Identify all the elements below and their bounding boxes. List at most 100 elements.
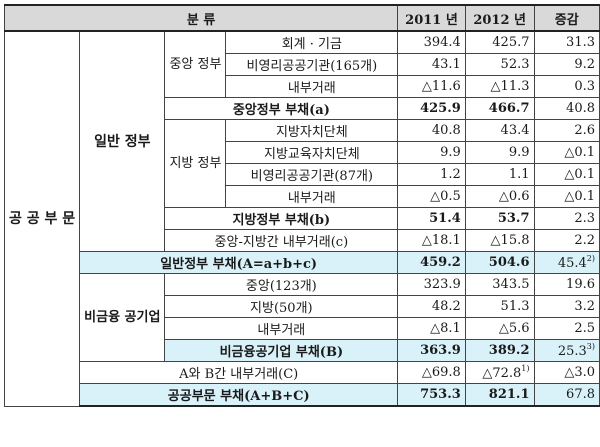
table-row: A와 B간 내부거래(C) △69.8 △72.81) △3.0 <box>5 361 600 384</box>
value-change: 45.4 <box>557 256 587 271</box>
row-label: 비금융공기업 부채(B) <box>164 339 399 362</box>
value-2011: 753.3 <box>397 383 466 407</box>
value-change: 2.6 <box>533 119 600 142</box>
value-2012: 52.3 <box>464 53 535 76</box>
row-label: 비영리공공기관(165개) <box>225 53 399 76</box>
table-row: 지방교육자치단체 9.9 9.9 △0.1 <box>5 141 600 164</box>
table-row: 지방(50개) 48.2 51.3 3.2 <box>5 295 600 318</box>
value-2011: 363.9 <box>397 339 466 362</box>
value-2012: 51.3 <box>464 295 535 318</box>
table-row: 중앙-지방간 내부거래(c) △18.1 △15.8 2.2 <box>5 229 600 252</box>
total-row-non-financial: 비금융공기업 부채(B) 363.9 389.2 25.33) <box>5 339 600 362</box>
value-change-cell: 25.33) <box>533 339 600 362</box>
row-label: 지방자치단체 <box>225 119 399 142</box>
table-row: 비금융 공기업 중앙(123개) 323.9 343.5 19.6 <box>5 273 600 362</box>
group-non-financial-corporations: 비금융 공기업 <box>79 273 166 362</box>
public-sector-debt-table: 분 류 2011 년 2012 년 증감 공 공 부 문 일반 정부 중앙 정부… <box>3 4 600 407</box>
value-2012: △72.8 <box>482 366 522 381</box>
debt-table-container: 분 류 2011 년 2012 년 증감 공 공 부 문 일반 정부 중앙 정부… <box>3 4 600 407</box>
value-2011: 459.2 <box>397 251 466 274</box>
value-2012-cell: △72.81) <box>464 361 535 384</box>
value-2011: 51.4 <box>397 207 466 230</box>
value-2012: 343.5 <box>464 273 535 296</box>
table-row: 내부거래 △8.1 △5.6 2.5 <box>5 317 600 340</box>
value-2012: △5.6 <box>464 317 535 340</box>
value-2011: △11.6 <box>397 75 466 98</box>
value-change: 67.8 <box>533 383 600 407</box>
row-label: 지방(50개) <box>164 295 399 318</box>
value-2012: 466.7 <box>464 97 535 120</box>
value-change: 2.2 <box>533 229 600 252</box>
row-label: 중앙(123개) <box>164 273 399 296</box>
row-label: 지방교육자치단체 <box>225 141 399 164</box>
value-change: 9.2 <box>533 53 600 76</box>
group-general-government: 일반 정부 <box>79 30 166 252</box>
value-2012: △15.8 <box>464 229 535 252</box>
value-2011: 40.8 <box>397 119 466 142</box>
subtotal-row: 중앙정부 부채(a) 425.9 466.7 40.8 <box>5 97 600 120</box>
value-change: 2.3 <box>533 207 600 230</box>
value-change: △3.0 <box>533 361 600 384</box>
value-2012: 53.7 <box>464 207 535 230</box>
table-row: 공 공 부 문 일반 정부 중앙 정부 회계 · 기금 394.4 425.7 … <box>3 30 600 407</box>
footnote-marker: 2) <box>586 254 595 263</box>
value-change: △0.1 <box>533 141 600 164</box>
footnote-marker: 1) <box>521 364 530 373</box>
row-label: A와 B간 내부거래(C) <box>79 361 399 384</box>
value-change: 0.3 <box>533 75 600 98</box>
value-change: △0.1 <box>533 185 600 208</box>
group-central-government: 중앙 정부 <box>164 30 227 98</box>
header-2011: 2011 년 <box>397 4 466 32</box>
value-2011: 9.9 <box>397 141 466 164</box>
header-category: 분 류 <box>3 4 399 32</box>
value-2011: △69.8 <box>397 361 466 384</box>
value-change-cell: 45.42) <box>533 251 600 274</box>
table-row: 비영리공공기관(87개) 1.2 1.1 △0.1 <box>5 163 600 186</box>
value-change: 2.5 <box>533 317 600 340</box>
value-change: 31.3 <box>533 30 600 54</box>
row-label: 일반정부 부채(A=a+b+c) <box>79 251 399 274</box>
value-2012: 43.4 <box>464 119 535 142</box>
row-label: 중앙정부 부채(a) <box>164 97 399 120</box>
table-row: 지방 정부 지방자치단체 40.8 43.4 2.6 <box>5 119 600 208</box>
grand-total-row: 공공부문 부채(A+B+C) 753.3 821.1 67.8 <box>5 383 600 407</box>
value-2012: 9.9 <box>464 141 535 164</box>
value-change: △0.1 <box>533 163 600 186</box>
value-2012: 425.7 <box>464 30 535 54</box>
value-change: 19.6 <box>533 273 600 296</box>
row-label: 지방정부 부채(b) <box>164 207 399 230</box>
value-2012: 504.6 <box>464 251 535 274</box>
header-change: 증감 <box>533 4 600 32</box>
value-2011: 425.9 <box>397 97 466 120</box>
value-2012: 389.2 <box>464 339 535 362</box>
value-2011: △8.1 <box>397 317 466 340</box>
header-2012: 2012 년 <box>464 4 535 32</box>
value-2011: 394.4 <box>397 30 466 54</box>
footnote-marker: 3) <box>586 342 595 351</box>
value-2011: 323.9 <box>397 273 466 296</box>
value-2011: 43.1 <box>397 53 466 76</box>
value-2012: 1.1 <box>464 163 535 186</box>
value-2012: 821.1 <box>464 383 535 407</box>
total-row-general-government: 일반정부 부채(A=a+b+c) 459.2 504.6 45.42) <box>5 251 600 274</box>
table-row: 비영리공공기관(165개) 43.1 52.3 9.2 <box>5 53 600 76</box>
row-label: 내부거래 <box>164 317 399 340</box>
value-change: 25.3 <box>557 344 587 359</box>
value-2012: △11.3 <box>464 75 535 98</box>
value-change: 40.8 <box>533 97 600 120</box>
group-local-government: 지방 정부 <box>164 119 227 208</box>
row-label: 내부거래 <box>225 75 399 98</box>
row-label: 공공부문 부채(A+B+C) <box>79 383 399 407</box>
row-label: 비영리공공기관(87개) <box>225 163 399 186</box>
row-label: 회계 · 기금 <box>225 30 399 54</box>
value-2011: 1.2 <box>397 163 466 186</box>
row-label: 내부거래 <box>225 185 399 208</box>
table-row: 내부거래 △11.6 △11.3 0.3 <box>5 75 600 98</box>
value-change: 3.2 <box>533 295 600 318</box>
value-2012: △0.6 <box>464 185 535 208</box>
group-public-sector: 공 공 부 문 <box>3 30 81 407</box>
header-row: 분 류 2011 년 2012 년 증감 <box>3 4 600 32</box>
value-2011: △18.1 <box>397 229 466 252</box>
value-2011: 48.2 <box>397 295 466 318</box>
value-2011: △0.5 <box>397 185 466 208</box>
